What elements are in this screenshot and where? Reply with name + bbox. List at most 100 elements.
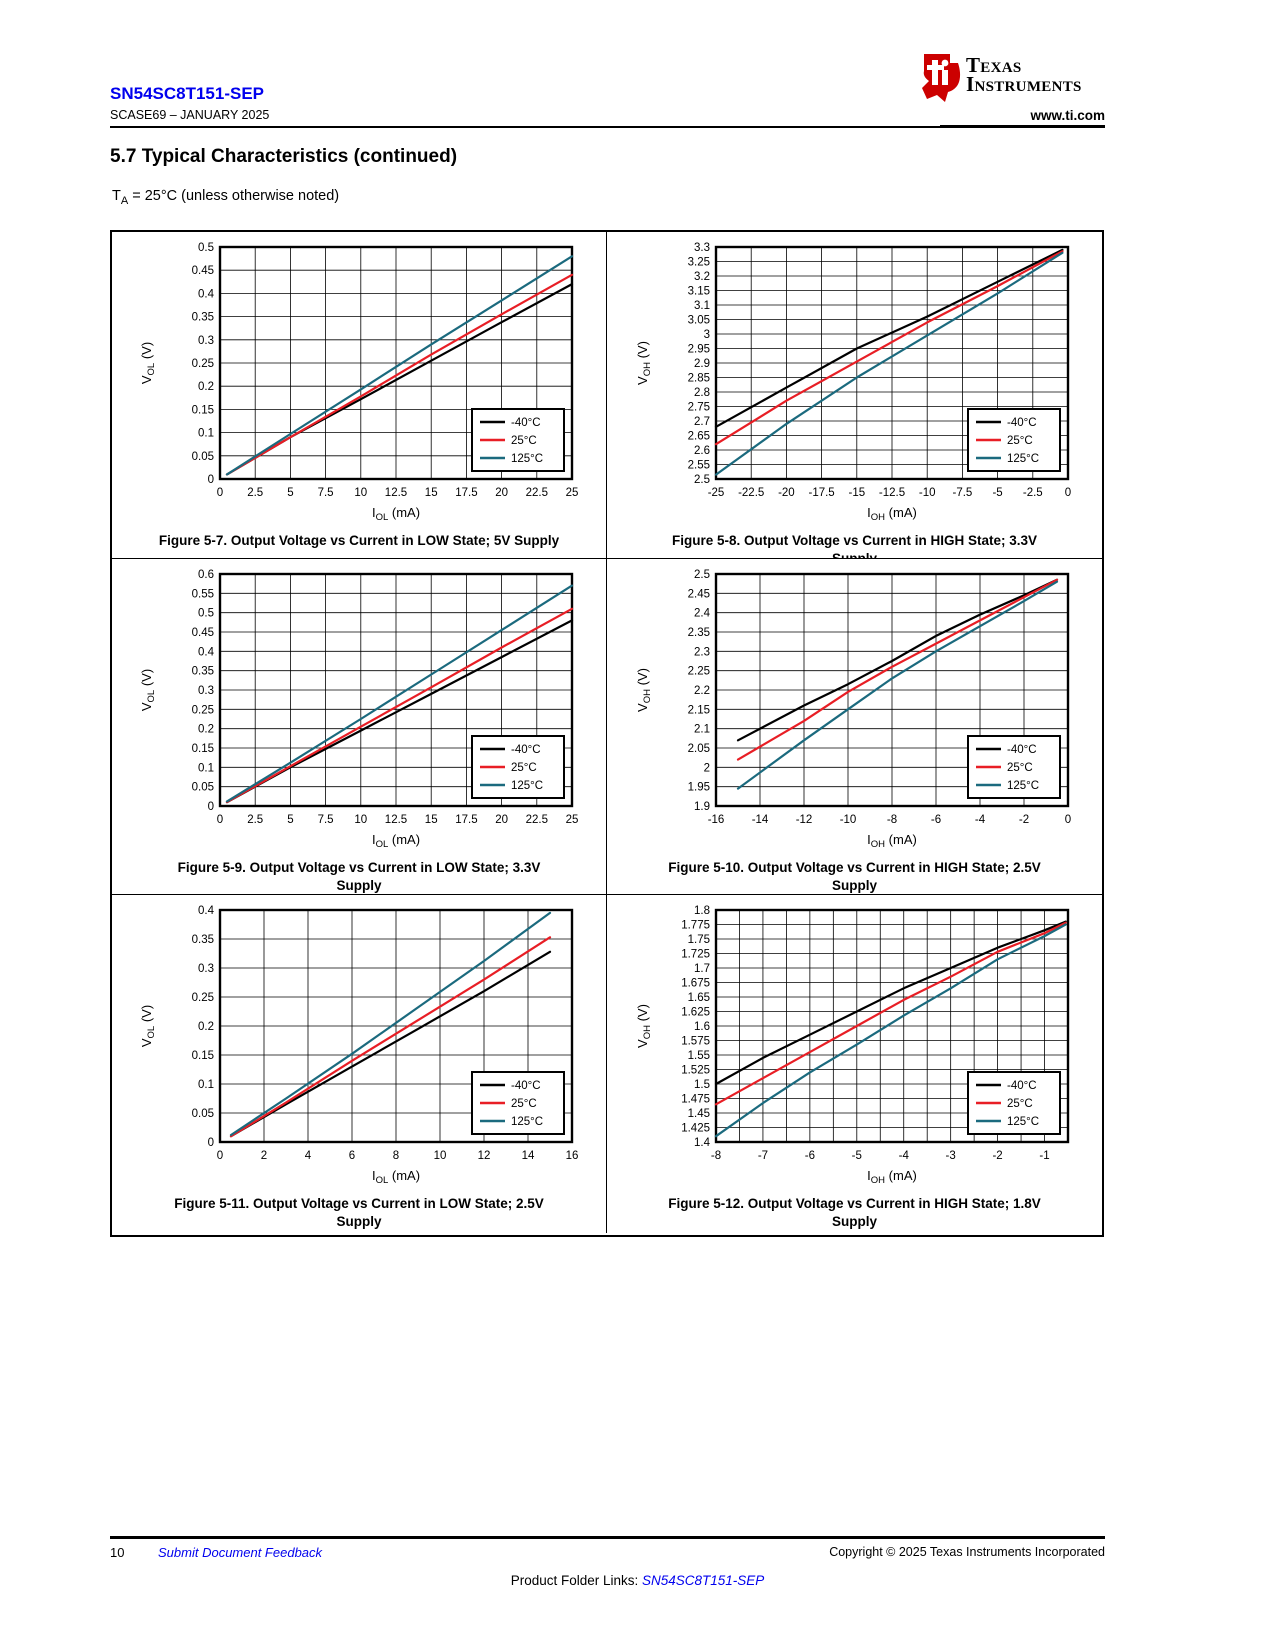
figure-5-11-caption: Figure 5-11. Output Voltage vs Current i… bbox=[174, 1196, 544, 1229]
svg-text:20: 20 bbox=[495, 487, 508, 499]
svg-text:1.9: 1.9 bbox=[694, 801, 710, 813]
svg-text:-40°C: -40°C bbox=[511, 1080, 541, 1092]
svg-text:0.15: 0.15 bbox=[192, 1050, 214, 1062]
svg-text:12.5: 12.5 bbox=[385, 487, 407, 499]
svg-text:8: 8 bbox=[393, 1150, 399, 1162]
svg-text:VOL (V): VOL (V) bbox=[139, 1005, 157, 1047]
svg-text:2.5: 2.5 bbox=[247, 814, 263, 826]
svg-text:1.8: 1.8 bbox=[694, 905, 710, 917]
svg-text:-6: -6 bbox=[804, 1150, 814, 1162]
svg-text:2.55: 2.55 bbox=[687, 460, 709, 472]
svg-text:IOH (mA): IOH (mA) bbox=[867, 832, 917, 850]
svg-text:0.05: 0.05 bbox=[192, 782, 214, 794]
svg-text:2.5: 2.5 bbox=[247, 487, 263, 499]
svg-text:1.75: 1.75 bbox=[687, 934, 709, 946]
svg-text:0.15: 0.15 bbox=[192, 743, 214, 755]
svg-text:2.25: 2.25 bbox=[687, 666, 709, 678]
svg-text:-5: -5 bbox=[851, 1150, 861, 1162]
svg-text:IOL (mA): IOL (mA) bbox=[372, 1168, 420, 1186]
svg-text:1.45: 1.45 bbox=[687, 1108, 709, 1120]
svg-text:-12: -12 bbox=[795, 814, 812, 826]
svg-text:25°C: 25°C bbox=[1007, 762, 1033, 774]
svg-text:7.5: 7.5 bbox=[318, 814, 334, 826]
svg-text:25°C: 25°C bbox=[1007, 1098, 1033, 1110]
svg-text:125°C: 125°C bbox=[511, 1116, 543, 1128]
svg-text:15: 15 bbox=[425, 487, 438, 499]
figure-5-9-chart: 0 2.5 5 7.5 10 12.5 15 17.5 20 22.5 25 0 0.05 0.1 0.15… bbox=[134, 564, 584, 857]
svg-text:VOH (V): VOH (V) bbox=[635, 668, 653, 712]
svg-text:3.3: 3.3 bbox=[694, 242, 710, 254]
svg-text:-17.5: -17.5 bbox=[808, 487, 834, 499]
figure-5-11-cell: 0 2 4 6 8 10 12 14 16 0 0.05 0.1 0.15 0.2 0.25 0.3 0.35 0… bbox=[112, 895, 607, 1233]
svg-text:2.45: 2.45 bbox=[687, 588, 709, 600]
svg-text:-40°C: -40°C bbox=[1007, 744, 1037, 756]
svg-text:20: 20 bbox=[495, 814, 508, 826]
svg-text:25°C: 25°C bbox=[511, 435, 537, 447]
figure-5-12-caption: Figure 5-12. Output Voltage vs Current i… bbox=[668, 1196, 1041, 1229]
svg-text:14: 14 bbox=[522, 1150, 535, 1162]
svg-text:0.2: 0.2 bbox=[198, 381, 214, 393]
submit-document-feedback-link[interactable]: Submit Document Feedback bbox=[158, 1545, 323, 1560]
svg-text:0.2: 0.2 bbox=[198, 724, 214, 736]
svg-text:0.4: 0.4 bbox=[198, 646, 215, 658]
figure-5-8-chart: -25 -22.5 -20 -17.5 -15 -12.5 -10 -7.5 -5 -2.5 0 2.… bbox=[630, 237, 1080, 530]
svg-text:-22.5: -22.5 bbox=[738, 487, 764, 499]
header-divider-thin bbox=[110, 126, 940, 128]
svg-text:-40°C: -40°C bbox=[511, 417, 541, 429]
svg-text:7.5: 7.5 bbox=[318, 487, 334, 499]
svg-text:-4: -4 bbox=[898, 1150, 909, 1162]
svg-text:2.05: 2.05 bbox=[687, 743, 709, 755]
figure-5-12-chart: -8 -7 -6 -5 -4 -3 -2 -1 1.4 1.425 1.45 1.475 1.5 1.52… bbox=[630, 900, 1080, 1193]
svg-text:2.6: 2.6 bbox=[694, 445, 710, 457]
svg-text:-8: -8 bbox=[710, 1150, 720, 1162]
svg-text:2.95: 2.95 bbox=[687, 344, 709, 356]
svg-text:VOH (V): VOH (V) bbox=[635, 1004, 653, 1048]
section-title: 5.7 Typical Characteristics (continued) bbox=[110, 146, 458, 167]
svg-text:1.425: 1.425 bbox=[681, 1123, 710, 1135]
svg-text:-10: -10 bbox=[839, 814, 856, 826]
svg-text:2.2: 2.2 bbox=[694, 685, 710, 697]
svg-text:2.3: 2.3 bbox=[694, 646, 710, 658]
svg-text:17.5: 17.5 bbox=[455, 814, 477, 826]
svg-text:10: 10 bbox=[354, 487, 367, 499]
svg-text:0.1: 0.1 bbox=[198, 762, 214, 774]
product-folder-link[interactable]: SN54SC8T151-SEP bbox=[642, 1573, 765, 1588]
product-folder-line: Product Folder Links: SN54SC8T151-SEP bbox=[0, 1573, 1275, 1588]
svg-text:25°C: 25°C bbox=[1007, 435, 1033, 447]
svg-text:-40°C: -40°C bbox=[1007, 1080, 1037, 1092]
svg-text:2.15: 2.15 bbox=[687, 704, 709, 716]
svg-text:125°C: 125°C bbox=[1007, 1116, 1039, 1128]
svg-text:2.9: 2.9 bbox=[694, 358, 710, 370]
typical-characteristics-table: 0 2.5 5 7.5 10 12.5 15 17.5 20 22.5 25 0 0.05 0.1 0.15… bbox=[110, 230, 1104, 1237]
svg-text:1.725: 1.725 bbox=[681, 949, 710, 961]
figure-5-10-chart: -16 -14 -12 -10 -8 -6 -4 -2 0 1.9 1.95 2 2.05 2.1 2.15… bbox=[630, 564, 1080, 857]
svg-text:3.15: 3.15 bbox=[687, 286, 709, 298]
svg-text:0.55: 0.55 bbox=[192, 588, 214, 600]
svg-text:2.1: 2.1 bbox=[694, 724, 710, 736]
svg-text:0: 0 bbox=[217, 487, 223, 499]
svg-text:3.05: 3.05 bbox=[687, 315, 709, 327]
svg-text:25°C: 25°C bbox=[511, 762, 537, 774]
svg-text:VOL (V): VOL (V) bbox=[139, 342, 157, 384]
website-link[interactable]: www.ti.com bbox=[1030, 108, 1105, 123]
svg-text:IOL (mA): IOL (mA) bbox=[372, 832, 420, 850]
figure-5-12-cell: -8 -7 -6 -5 -4 -3 -2 -1 1.4 1.425 1.45 1.475 1.5 1.52… bbox=[607, 895, 1102, 1233]
ti-logo-icon bbox=[922, 54, 961, 102]
svg-text:IOH (mA): IOH (mA) bbox=[867, 505, 917, 523]
svg-text:-3: -3 bbox=[945, 1150, 955, 1162]
svg-text:1.675: 1.675 bbox=[681, 978, 710, 990]
svg-text:5: 5 bbox=[287, 814, 293, 826]
svg-text:-2: -2 bbox=[1018, 814, 1028, 826]
svg-text:1.7: 1.7 bbox=[694, 963, 710, 975]
svg-text:0: 0 bbox=[217, 1150, 223, 1162]
svg-text:1.6: 1.6 bbox=[694, 1021, 710, 1033]
figure-5-10-cell: -16 -14 -12 -10 -8 -6 -4 -2 0 1.9 1.95 2 2.05 2.1 2.15… bbox=[607, 559, 1102, 895]
svg-text:125°C: 125°C bbox=[511, 780, 543, 792]
svg-text:0: 0 bbox=[208, 801, 214, 813]
svg-text:0.35: 0.35 bbox=[192, 312, 214, 324]
part-number: SN54SC8T151-SEP bbox=[110, 84, 265, 103]
svg-text:1.575: 1.575 bbox=[681, 1036, 710, 1048]
svg-text:-5: -5 bbox=[992, 487, 1002, 499]
svg-text:0.15: 0.15 bbox=[192, 404, 214, 416]
svg-text:-25: -25 bbox=[707, 487, 724, 499]
